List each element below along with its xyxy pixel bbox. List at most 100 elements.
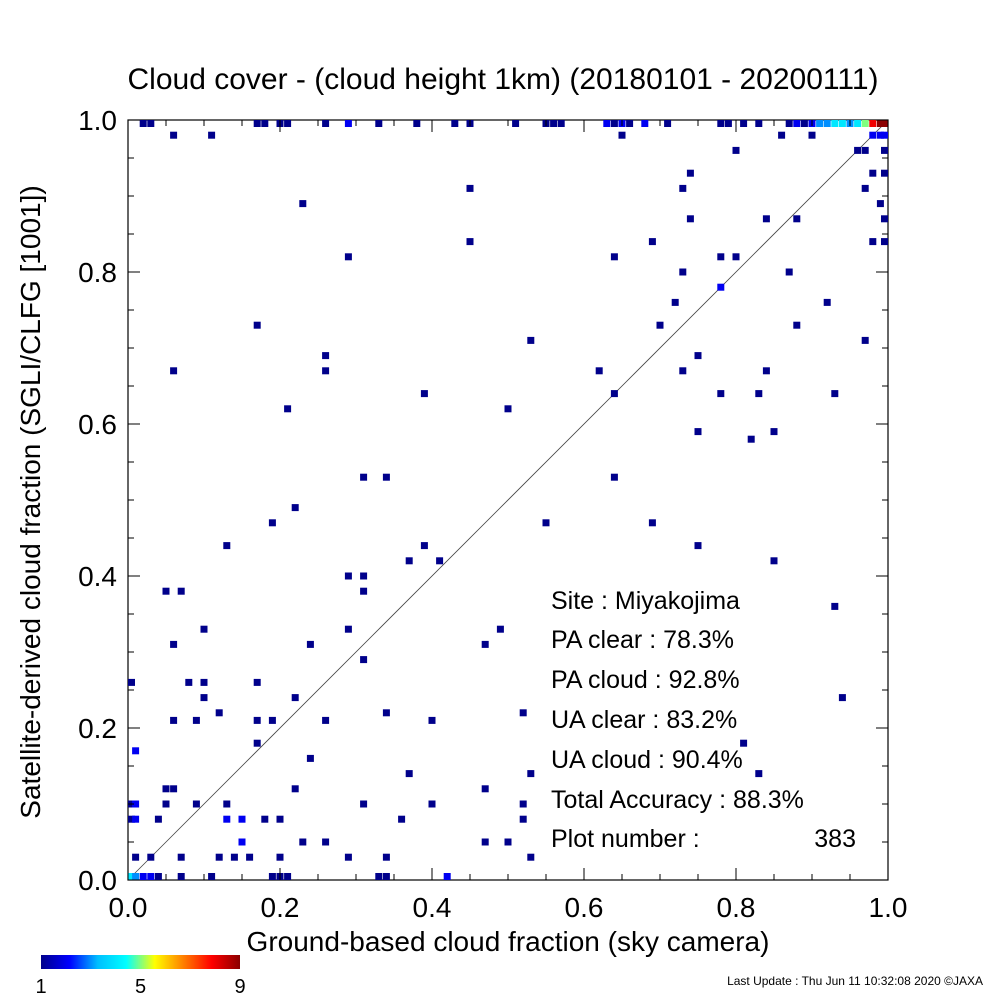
data-cell — [344, 253, 352, 261]
data-cell — [694, 428, 702, 436]
data-cell — [177, 587, 185, 595]
data-cell — [793, 321, 801, 329]
data-cell — [747, 435, 755, 443]
data-cell — [223, 815, 231, 823]
data-cell — [557, 120, 565, 127]
data-cell — [686, 215, 694, 223]
data-cell — [770, 428, 778, 436]
x-tick-label: 0.8 — [717, 892, 756, 923]
data-cell — [192, 716, 200, 724]
data-cell — [550, 120, 558, 127]
data-cell — [481, 785, 489, 793]
data-cell — [382, 473, 390, 481]
data-cell — [360, 800, 368, 808]
data-cell — [527, 336, 535, 344]
x-tick-label: 0.0 — [109, 892, 148, 923]
colorbar — [41, 955, 240, 969]
data-cell — [276, 853, 284, 861]
data-cell — [610, 390, 618, 398]
data-cell — [398, 815, 406, 823]
data-cell — [443, 873, 451, 880]
data-cell — [128, 678, 135, 686]
data-cell — [253, 678, 261, 686]
data-cell — [154, 873, 162, 880]
data-cell — [170, 640, 178, 648]
data-cell — [132, 873, 140, 880]
data-cell — [132, 747, 140, 755]
data-cell — [648, 238, 656, 246]
data-cell — [360, 587, 368, 595]
data-cell — [881, 169, 888, 177]
data-cell — [869, 169, 877, 177]
data-cell — [679, 367, 687, 375]
data-cell — [246, 853, 254, 861]
data-cell — [481, 838, 489, 846]
data-cell — [261, 120, 269, 127]
y-tick-label: 0.8 — [78, 257, 117, 288]
total-accuracy: Total Accuracy : 88.3% — [551, 786, 804, 814]
data-cell — [861, 336, 869, 344]
data-cell — [881, 238, 888, 246]
data-cell — [854, 146, 862, 154]
y-tick-label: 0.0 — [78, 865, 117, 896]
data-cell — [641, 120, 649, 127]
data-cell — [420, 390, 428, 398]
data-cell — [170, 367, 178, 375]
data-cell — [253, 716, 261, 724]
plot-number-label: Plot number : — [551, 825, 700, 853]
last-update-text: Last Update : Thu Jun 11 10:32:08 2020 ©… — [727, 974, 983, 988]
data-cell — [192, 800, 200, 808]
data-cell — [132, 800, 140, 808]
x-tick-label: 0.4 — [413, 892, 452, 923]
data-cell — [253, 120, 261, 127]
data-cell — [382, 709, 390, 717]
data-cell — [831, 390, 839, 398]
x-tick-label: 0.2 — [261, 892, 300, 923]
data-cell — [626, 120, 634, 127]
data-cell — [610, 473, 618, 481]
data-cell — [861, 146, 869, 154]
data-cell — [147, 120, 155, 127]
data-cell — [299, 838, 307, 846]
data-cell — [128, 873, 135, 880]
data-cell — [762, 215, 770, 223]
data-cell — [200, 625, 208, 633]
data-cell — [162, 785, 170, 793]
data-cell — [694, 352, 702, 360]
data-cell — [732, 146, 740, 154]
data-cell — [610, 120, 618, 127]
data-cell — [793, 120, 801, 127]
data-cell — [496, 625, 504, 633]
data-cell — [322, 367, 330, 375]
colorbar-tick-label: 1 — [35, 976, 46, 998]
data-cell — [284, 120, 292, 127]
data-cell — [162, 587, 170, 595]
x-tick-label: 0.6 — [565, 892, 604, 923]
diagonal-line — [127, 119, 889, 881]
data-cell — [344, 625, 352, 633]
data-cell — [139, 120, 147, 127]
data-cell — [428, 716, 436, 724]
data-cell — [436, 557, 444, 565]
data-cell — [762, 367, 770, 375]
data-cell — [838, 694, 846, 702]
data-cell — [382, 873, 390, 880]
data-cell — [405, 557, 413, 565]
data-cell — [132, 815, 140, 823]
data-cell — [664, 120, 672, 127]
data-cell — [686, 169, 694, 177]
data-cell — [268, 519, 276, 527]
data-cell — [322, 120, 330, 127]
data-cell — [869, 131, 877, 139]
x-axis-label: Ground-based cloud fraction (sky camera) — [247, 926, 770, 957]
data-cell — [755, 120, 763, 127]
data-cell — [542, 519, 550, 527]
plot-number-value: 383 — [814, 825, 856, 853]
data-cell — [360, 656, 368, 664]
data-cell — [717, 283, 725, 291]
data-cell — [466, 184, 474, 192]
data-cell — [679, 184, 687, 192]
data-cell — [132, 853, 140, 861]
data-cell — [128, 815, 135, 823]
